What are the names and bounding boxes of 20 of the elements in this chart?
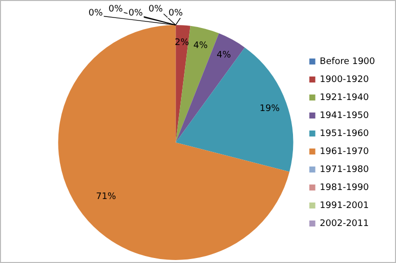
text: 0%: [128, 8, 143, 18]
legend-label: Before 1900: [320, 56, 376, 67]
legend-label: 1951-1960: [320, 128, 370, 139]
text: 0%: [168, 8, 183, 18]
data-label: 4%: [216, 50, 232, 60]
legend-label: 1961-1970: [320, 146, 370, 157]
data-label: 19%: [260, 104, 280, 114]
legend-label: 1941-1950: [320, 110, 370, 121]
data-label: 2%: [174, 38, 190, 48]
legend-label: 1900-1920: [320, 74, 370, 85]
data-label: 4%: [193, 41, 208, 52]
text: 0%: [88, 8, 103, 18]
legend-label: 1991-2001: [320, 200, 369, 211]
data-label: 71%: [96, 192, 116, 202]
legend-label: 1981-1990: [320, 182, 370, 193]
legend-label: 1921-1940: [320, 92, 370, 103]
text: 0%: [108, 4, 123, 14]
text: 0%: [148, 4, 163, 14]
legend-label: 2002-2011: [320, 218, 369, 229]
legend-label: 1971-1980: [320, 164, 370, 175]
